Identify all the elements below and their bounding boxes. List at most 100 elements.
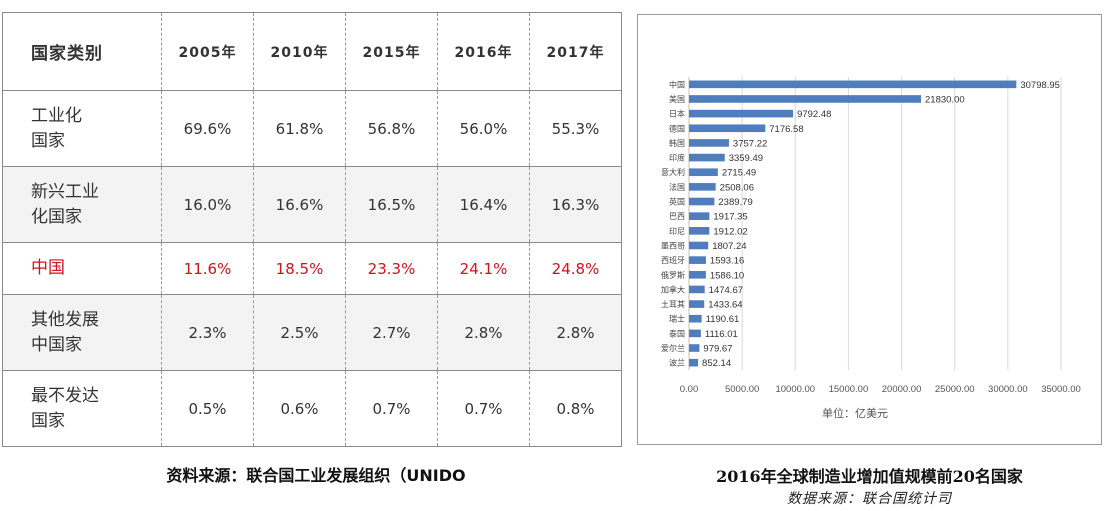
table-source-caption: 资料来源：联合国工业发展组织（UNIDO [166,466,466,485]
data-label: 1190.61 [706,314,740,325]
header-year: 2015年 [345,12,438,91]
data-label: 1917.35 [713,212,747,223]
table-cell: 16.3% [529,166,622,243]
x-tick-label: 20000.00 [882,384,922,395]
x-tick-label: 10000.00 [775,384,815,395]
table-cell: 56.8% [345,90,438,167]
data-label: 979.67 [703,344,732,355]
bar [689,124,766,133]
bar [689,168,718,177]
bar [689,344,700,352]
header-year: 2005年 [161,12,254,91]
table-cell: 55.3% [529,90,622,167]
y-tick-label: 波兰 [669,358,685,368]
y-tick-label: 印尼 [669,227,685,236]
chart-title: 2016年全球制造业增加值规模前20名国家 [716,467,1023,486]
table-row-china: 中国 11.6% 18.5% 23.3% 24.1% 24.8% [2,242,622,295]
row-category: 工业化 国家 [2,90,162,167]
table-header-row: 国家类别 2005年 2010年 2015年 2016年 2017年 [2,12,622,91]
y-tick-label: 韩国 [669,138,685,148]
table-cell: 69.6% [161,90,254,167]
header-year: 2010年 [253,12,346,91]
x-tick-label: 35000.00 [1041,384,1081,395]
y-tick-label: 西班牙 [661,255,685,265]
table-cell: 2.8% [529,294,622,371]
table-cell: 56.0% [437,90,530,167]
y-tick-label: 巴西 [669,212,685,221]
data-label: 3359.49 [729,153,763,164]
bar [689,183,716,191]
row-category: 其他发展 中国家 [2,294,162,371]
data-label: 7176.58 [769,124,803,135]
data-label: 30798.95 [1020,80,1060,91]
y-tick-label: 意大利 [661,167,685,177]
data-label: 852.14 [702,358,731,369]
chart-frame: 0.00 5000.00 10000.00 15000.00 20000.00 25000… [637,14,1102,445]
bar [689,109,794,118]
table-cell: 2.8% [437,294,530,371]
table-cell: 16.0% [161,166,254,243]
y-tick-label: 加拿大 [661,284,685,294]
data-label: 1116.01 [705,329,738,340]
data-label: 2508.06 [720,182,754,193]
y-tick-label: 日本 [669,109,685,119]
y-tick-label: 中国 [669,79,685,89]
x-tick-label: 5000.00 [725,384,759,395]
table-cell: 2.3% [161,294,254,371]
table-cell: 23.3% [345,242,438,295]
table-cell: 18.5% [253,242,346,295]
x-tick-label: 0.00 [680,384,699,395]
data-label: 1474.67 [709,285,743,296]
data-label: 1807.24 [712,241,746,252]
table-cell: 0.7% [345,370,438,447]
y-tick-label: 印度 [669,153,685,163]
table-cell: 61.8% [253,90,346,167]
y-tick-label: 墨西哥 [661,241,685,250]
table-row: 工业化 国家 69.6% 61.8% 56.8% 56.0% 55.3% [2,90,622,167]
bar [689,300,705,308]
table-cell: 0.5% [161,370,254,447]
bar [689,212,710,220]
bar [689,256,706,264]
table-cell: 2.5% [253,294,346,371]
table-cell: 0.6% [253,370,346,447]
table-cell: 0.8% [529,370,622,447]
table-cell: 0.7% [437,370,530,447]
table-row: 新兴工业 化国家 16.0% 16.6% 16.5% 16.4% 16.3% [2,166,622,243]
row-category: 最不发达 国家 [2,370,162,447]
data-label: 1912.02 [713,226,747,237]
header-year: 2017年 [529,12,622,91]
manufacturing-share-table: 国家类别 2005年 2010年 2015年 2016年 2017年 工业化 国家… [2,12,622,447]
y-tick-label: 德国 [669,123,685,133]
table-cell: 24.8% [529,242,622,295]
y-tick-label: 土耳其 [661,299,685,309]
table-cell: 24.1% [437,242,530,295]
data-label: 21830.00 [925,94,965,105]
row-category: 中国 [2,242,162,295]
table-cell: 2.7% [345,294,438,371]
bar [689,285,705,294]
table-cell: 16.4% [437,166,530,243]
bar [689,153,725,162]
data-label: 2715.49 [722,168,756,179]
data-label: 9792.48 [797,109,831,120]
y-tick-label: 美国 [669,94,685,104]
bar [689,241,709,250]
bar [689,227,710,235]
table-cell: 16.6% [253,166,346,243]
bar [689,270,706,279]
data-label: 1593.16 [710,256,744,267]
y-tick-label: 英国 [669,197,685,207]
y-tick-label: 俄罗斯 [661,270,685,280]
bar [689,197,715,206]
y-tick-label: 爱尔兰 [661,343,685,353]
y-tick-label: 法国 [669,182,685,192]
y-tick-label: 泰国 [669,328,685,338]
x-tick-label: 30000.00 [988,384,1028,395]
data-label: 1586.10 [710,270,744,281]
bar [689,329,701,338]
row-category: 新兴工业 化国家 [2,166,162,243]
bar-chart: 0.00 5000.00 10000.00 15000.00 20000.00 25000… [661,77,1081,420]
bar [689,358,699,367]
y-tick-label: 瑞士 [669,314,685,324]
